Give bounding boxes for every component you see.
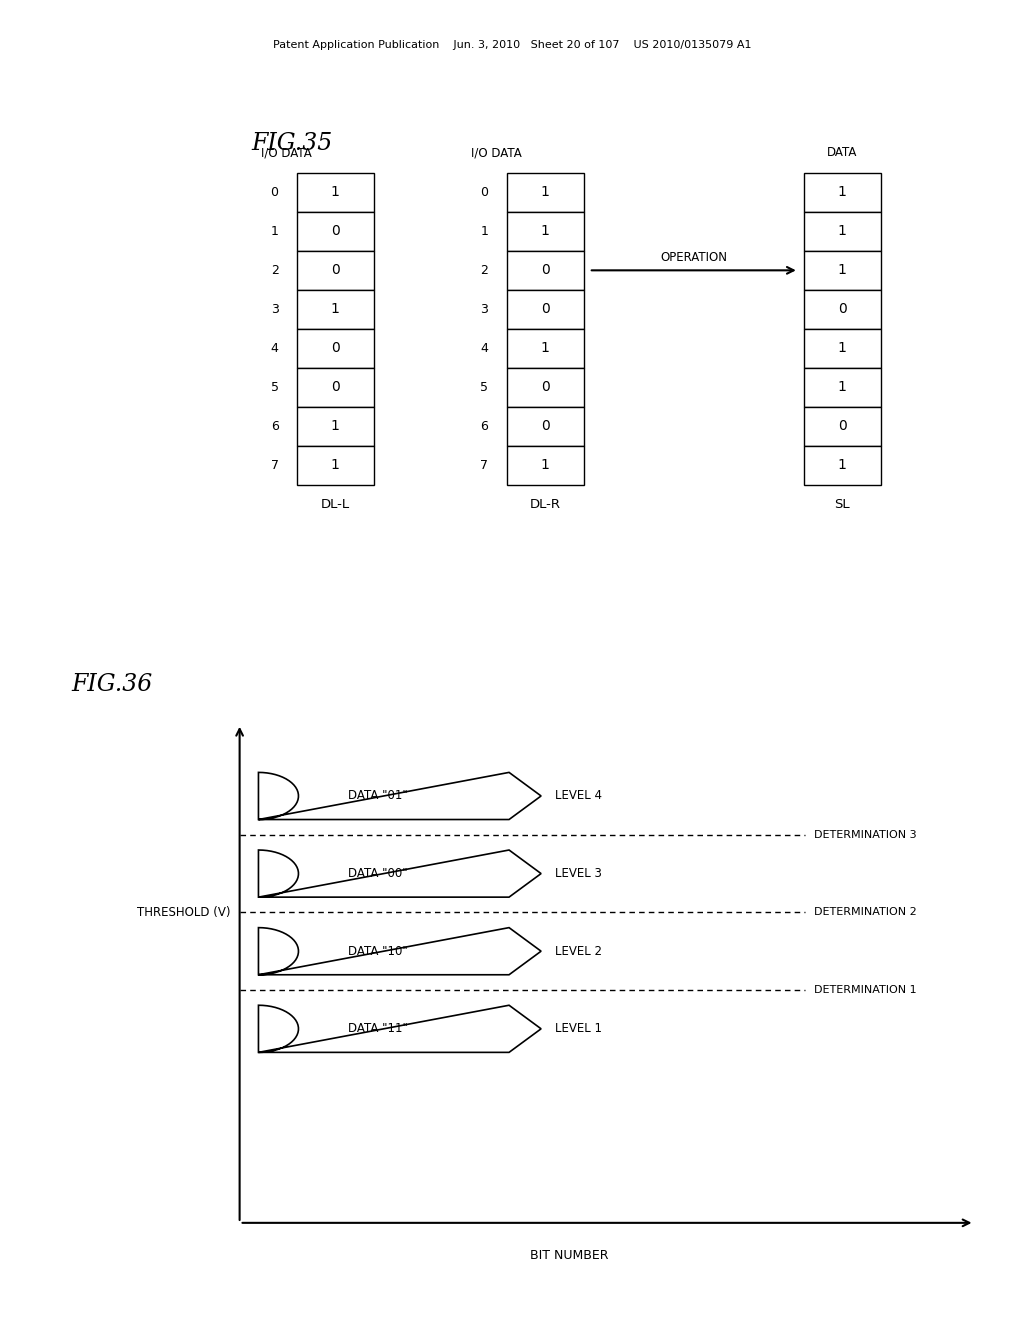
Bar (507, 407, 584, 446)
Bar (507, 329, 584, 368)
Text: DL-L: DL-L (321, 498, 350, 511)
Bar (804, 446, 881, 484)
Text: I/O DATA: I/O DATA (261, 147, 312, 160)
Bar (804, 213, 881, 251)
Text: 1: 1 (331, 185, 340, 199)
Text: 1: 1 (480, 224, 488, 238)
Text: DATA "11": DATA "11" (348, 1022, 408, 1035)
Text: 7: 7 (480, 458, 488, 471)
Text: 1: 1 (838, 380, 847, 395)
Text: 1: 1 (838, 458, 847, 473)
Bar (297, 329, 374, 368)
Text: 0: 0 (541, 420, 550, 433)
Polygon shape (258, 1006, 541, 1052)
Text: 6: 6 (270, 420, 279, 433)
Bar (804, 290, 881, 329)
Text: 1: 1 (838, 224, 847, 239)
Text: LEVEL 2: LEVEL 2 (555, 945, 602, 958)
Bar (507, 251, 584, 290)
Text: 1: 1 (270, 224, 279, 238)
Text: LEVEL 3: LEVEL 3 (555, 867, 602, 880)
Text: 0: 0 (331, 380, 340, 395)
Text: 0: 0 (480, 186, 488, 199)
Text: 0: 0 (541, 263, 550, 277)
Text: 0: 0 (270, 186, 279, 199)
Text: DETERMINATION 3: DETERMINATION 3 (814, 830, 916, 840)
Text: OPERATION: OPERATION (660, 251, 727, 264)
Text: 1: 1 (541, 342, 550, 355)
Text: DATA "10": DATA "10" (348, 945, 408, 958)
Bar (804, 368, 881, 407)
Text: 7: 7 (270, 458, 279, 471)
Text: 1: 1 (331, 458, 340, 473)
Text: 0: 0 (331, 342, 340, 355)
Bar (297, 407, 374, 446)
Text: 4: 4 (480, 342, 488, 355)
Text: 6: 6 (480, 420, 488, 433)
Text: DATA: DATA (827, 147, 857, 160)
Text: 0: 0 (541, 380, 550, 395)
Text: 1: 1 (838, 342, 847, 355)
Text: 1: 1 (541, 224, 550, 239)
Polygon shape (258, 772, 541, 820)
Text: DATA "00": DATA "00" (348, 867, 408, 880)
Bar (804, 173, 881, 213)
Text: 5: 5 (270, 380, 279, 393)
Bar (297, 173, 374, 213)
Text: 5: 5 (480, 380, 488, 393)
Bar (507, 173, 584, 213)
Bar (297, 213, 374, 251)
Text: 0: 0 (838, 302, 847, 317)
Text: 0: 0 (331, 263, 340, 277)
Bar (297, 251, 374, 290)
Text: DETERMINATION 1: DETERMINATION 1 (814, 985, 916, 995)
Text: 4: 4 (270, 342, 279, 355)
Text: 1: 1 (541, 458, 550, 473)
Bar (804, 407, 881, 446)
Text: 0: 0 (541, 302, 550, 317)
Text: FIG.36: FIG.36 (72, 673, 153, 696)
Bar (297, 368, 374, 407)
Polygon shape (258, 928, 541, 974)
Text: BIT NUMBER: BIT NUMBER (530, 1249, 608, 1262)
Bar (297, 290, 374, 329)
Bar (507, 213, 584, 251)
Text: 2: 2 (270, 264, 279, 277)
Text: FIG.35: FIG.35 (251, 132, 332, 154)
Text: DL-R: DL-R (529, 498, 561, 511)
Text: 0: 0 (838, 420, 847, 433)
Text: SL: SL (835, 498, 850, 511)
Text: 2: 2 (480, 264, 488, 277)
Polygon shape (258, 850, 541, 898)
Text: LEVEL 1: LEVEL 1 (555, 1022, 602, 1035)
Text: 3: 3 (270, 302, 279, 315)
Text: 3: 3 (480, 302, 488, 315)
Text: 1: 1 (331, 302, 340, 317)
Text: DATA "01": DATA "01" (348, 789, 408, 803)
Bar (507, 368, 584, 407)
Bar (804, 329, 881, 368)
Text: 0: 0 (331, 224, 340, 239)
Text: 1: 1 (331, 420, 340, 433)
Text: DETERMINATION 2: DETERMINATION 2 (814, 907, 918, 917)
Bar (507, 446, 584, 484)
Text: Patent Application Publication    Jun. 3, 2010   Sheet 20 of 107    US 2010/0135: Patent Application Publication Jun. 3, 2… (272, 40, 752, 50)
Bar (804, 251, 881, 290)
Text: 1: 1 (838, 185, 847, 199)
Text: LEVEL 4: LEVEL 4 (555, 789, 602, 803)
Text: 1: 1 (541, 185, 550, 199)
Text: I/O DATA: I/O DATA (471, 147, 522, 160)
Bar (297, 446, 374, 484)
Text: 1: 1 (838, 263, 847, 277)
Text: THRESHOLD (V): THRESHOLD (V) (136, 906, 230, 919)
Bar (507, 290, 584, 329)
